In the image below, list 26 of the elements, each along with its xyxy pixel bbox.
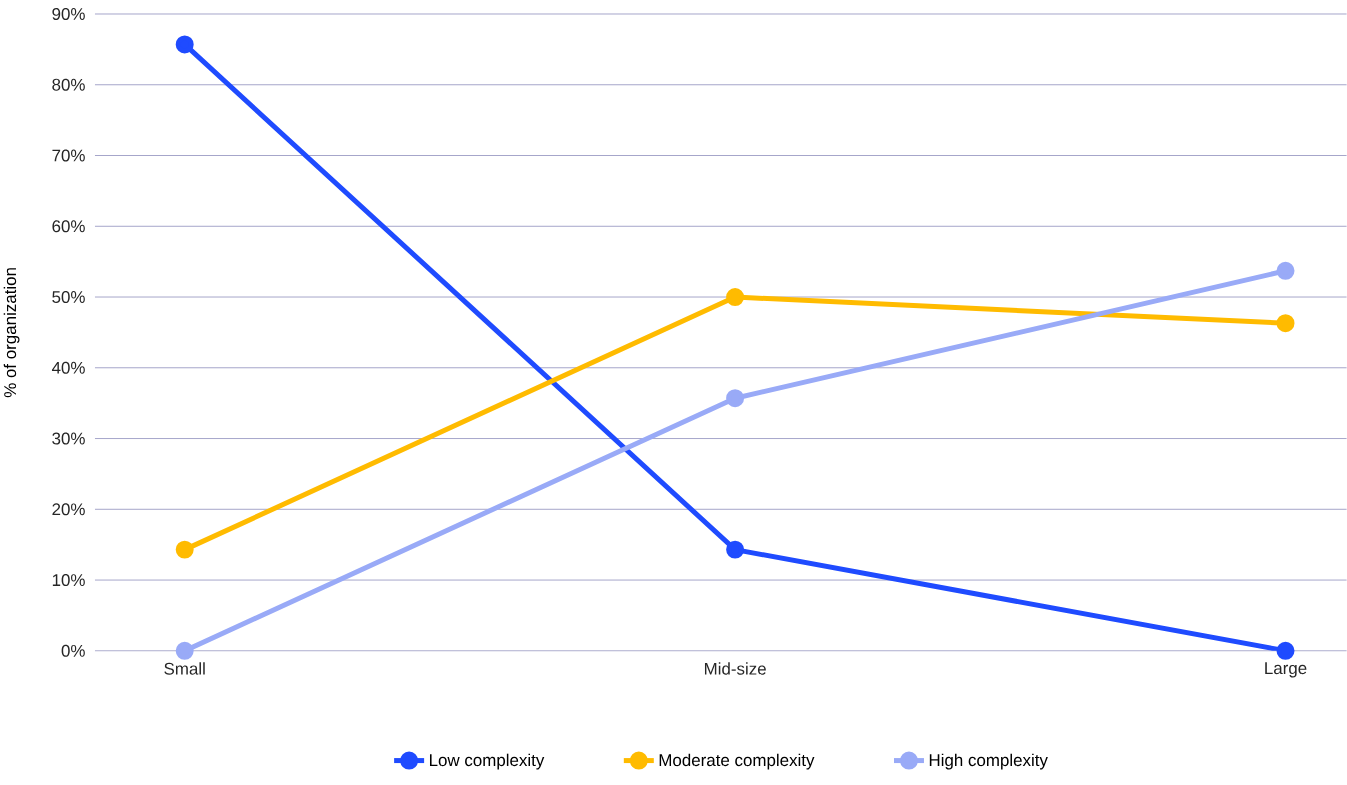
point [1276,314,1295,333]
point [1276,641,1295,660]
y-tick-label: 50% [52,291,85,304]
y-tick-label: 20% [52,503,85,516]
y-tick-label: 80% [52,78,85,91]
legend-label: High complexity [929,753,1048,770]
y-tick-label: 30% [52,432,85,445]
legend-label: Low complexity [430,753,545,770]
point [1276,261,1295,280]
y-tick-label: 60% [52,220,85,233]
point [726,540,745,559]
y-axis-title: % of organization [3,268,20,398]
legend-label: Moderate complexity [659,753,815,770]
point [726,288,745,307]
x-tick-label: Small [164,662,205,675]
x-tick-label: Large [1265,662,1307,678]
y-tick-label: 10% [52,574,85,587]
y-tick-label: 90% [52,8,85,21]
point [175,35,194,54]
point [175,540,194,559]
point [175,641,194,660]
y-tick-label: 40% [51,361,85,374]
x-tick-label: Mid-size [704,662,766,675]
y-tick-label: 70% [52,149,85,162]
point [726,389,745,408]
y-tick-label: 0% [61,644,85,657]
